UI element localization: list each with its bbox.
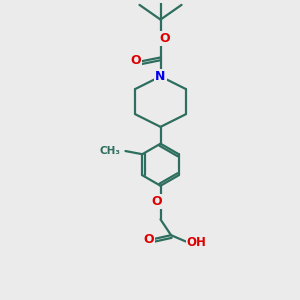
Text: O: O <box>130 54 141 67</box>
Text: O: O <box>152 195 162 208</box>
Text: O: O <box>159 32 169 45</box>
Text: CH₃: CH₃ <box>99 146 120 156</box>
Text: N: N <box>155 70 166 83</box>
Text: OH: OH <box>187 236 207 249</box>
Text: O: O <box>143 233 154 246</box>
